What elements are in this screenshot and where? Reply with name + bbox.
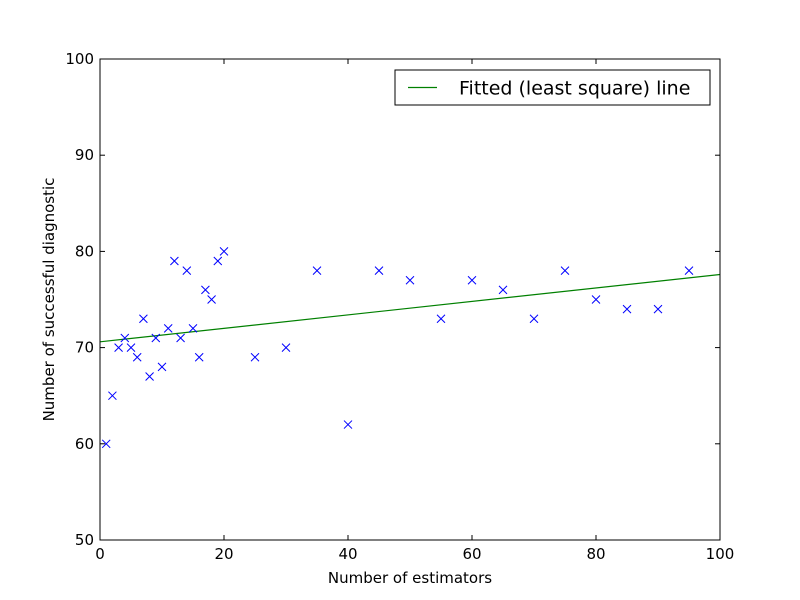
data-point (560, 266, 570, 275)
x-tick-label: 40 (338, 545, 357, 563)
data-point (250, 352, 260, 362)
data-point (591, 295, 601, 304)
data-point (194, 352, 204, 362)
y-tick-label: 90 (75, 146, 94, 164)
x-tick-label: 20 (214, 545, 233, 563)
data-point (126, 343, 136, 352)
legend: Fitted (least square) line (394, 69, 711, 106)
data-point (101, 439, 111, 449)
data-point (201, 285, 210, 295)
data-point (213, 256, 223, 266)
data-point (405, 275, 415, 285)
data-point (684, 266, 694, 275)
y-axis-title: Number of successful diagnostic (40, 178, 58, 422)
data-point (132, 352, 142, 362)
data-point (145, 372, 154, 381)
y-tick-label: 70 (75, 339, 94, 357)
data-point (176, 333, 185, 343)
data-point (157, 362, 167, 372)
x-tick-label: 100 (706, 545, 735, 563)
y-tick-label: 100 (65, 50, 94, 68)
data-point (114, 343, 123, 352)
y-tick-label: 60 (75, 435, 94, 453)
data-point (170, 256, 179, 266)
plot-frame (99, 58, 721, 541)
data-point (467, 275, 477, 285)
data-point (163, 324, 173, 333)
data-point (374, 266, 384, 275)
x-tick-label: 60 (462, 545, 481, 563)
legend-label: Fitted (least square) line (459, 78, 690, 100)
data-point (108, 391, 117, 401)
data-point (653, 304, 663, 314)
x-tick-label: 0 (95, 545, 105, 563)
data-point (343, 420, 353, 429)
data-point (139, 314, 148, 324)
y-tick-label: 80 (75, 242, 94, 260)
data-point (188, 324, 198, 333)
data-point (207, 295, 216, 304)
data-point (498, 285, 508, 295)
data-point (151, 333, 161, 343)
axes: 0 20 40 60 80 100 50 60 70 80 90 100 (65, 50, 734, 563)
x-tick-label: 80 (586, 545, 605, 563)
legend-box (394, 69, 711, 106)
data-point (281, 343, 291, 352)
data-point (622, 304, 632, 314)
data-point (120, 333, 130, 343)
data-point (312, 266, 322, 275)
data-point (219, 247, 229, 256)
data-point (436, 314, 446, 324)
x-axis-title: Number of estimators (328, 569, 492, 587)
fitted-line (100, 273, 720, 343)
y-tick-label: 50 (75, 531, 94, 549)
data-point (529, 314, 539, 324)
data-point (182, 266, 192, 275)
plot-area (100, 247, 720, 449)
